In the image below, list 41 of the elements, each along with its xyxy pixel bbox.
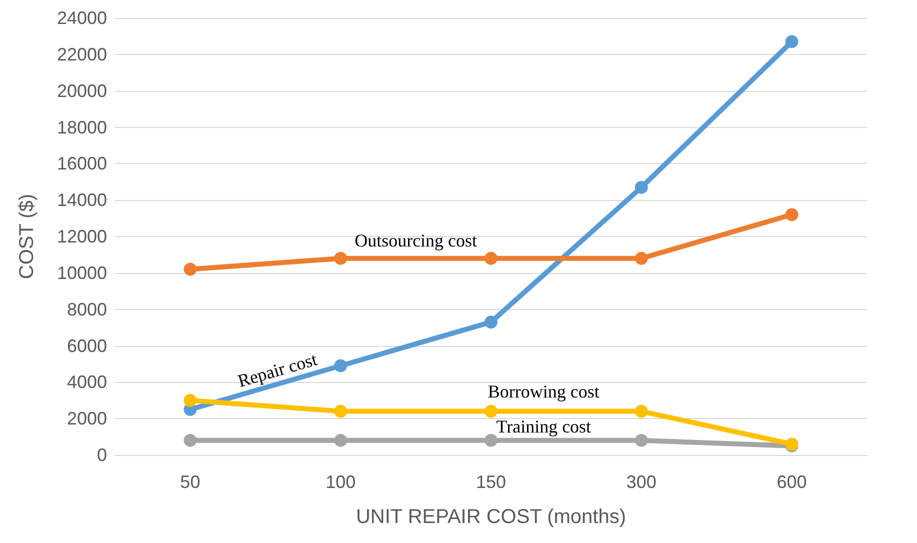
point	[785, 208, 798, 222]
y-axis-title: COST ($)	[16, 194, 38, 280]
point	[184, 394, 197, 407]
point	[484, 252, 498, 265]
point	[334, 404, 348, 418]
y-tick-label: 4000	[66, 372, 107, 392]
y-tick-label: 18000	[56, 117, 107, 138]
y-tick-label: 24000	[56, 8, 107, 28]
point	[484, 434, 498, 447]
point	[634, 180, 648, 194]
y-tick-label: 12000	[56, 226, 107, 246]
point	[184, 434, 197, 447]
point	[484, 316, 498, 329]
y-tick-label: 0	[96, 445, 107, 465]
y-tick-label: 16000	[56, 154, 107, 174]
x-tick-label: 150	[476, 472, 506, 492]
point	[184, 262, 197, 276]
text: Repair cost	[236, 349, 320, 392]
point	[634, 404, 648, 418]
y-tick-label: 20000	[56, 80, 107, 101]
y-tick-label: 8000	[66, 299, 107, 320]
x-tick-label: 50	[180, 472, 200, 492]
series-label: Borrowing cost	[488, 381, 600, 402]
series-label: Training cost	[496, 416, 592, 436]
point	[634, 434, 648, 447]
point	[484, 404, 498, 418]
point	[334, 434, 348, 447]
x-tick-label: 300	[626, 472, 656, 492]
point	[634, 252, 648, 265]
x-axis-title: UNIT REPAIR COST (months)	[356, 506, 626, 528]
y-tick-label: 14000	[56, 190, 107, 210]
y-tick-label: 10000	[56, 262, 107, 283]
point	[334, 359, 348, 372]
x-tick-label: 600	[776, 472, 807, 492]
y-tick-label: 2000	[66, 408, 107, 429]
point	[334, 252, 348, 265]
y-tick-label: 6000	[66, 336, 107, 356]
series-label: Outsourcing cost	[354, 230, 478, 250]
x-tick-label: 100	[326, 472, 356, 492]
y-tick-label: 22000	[56, 44, 107, 64]
point	[785, 35, 798, 48]
